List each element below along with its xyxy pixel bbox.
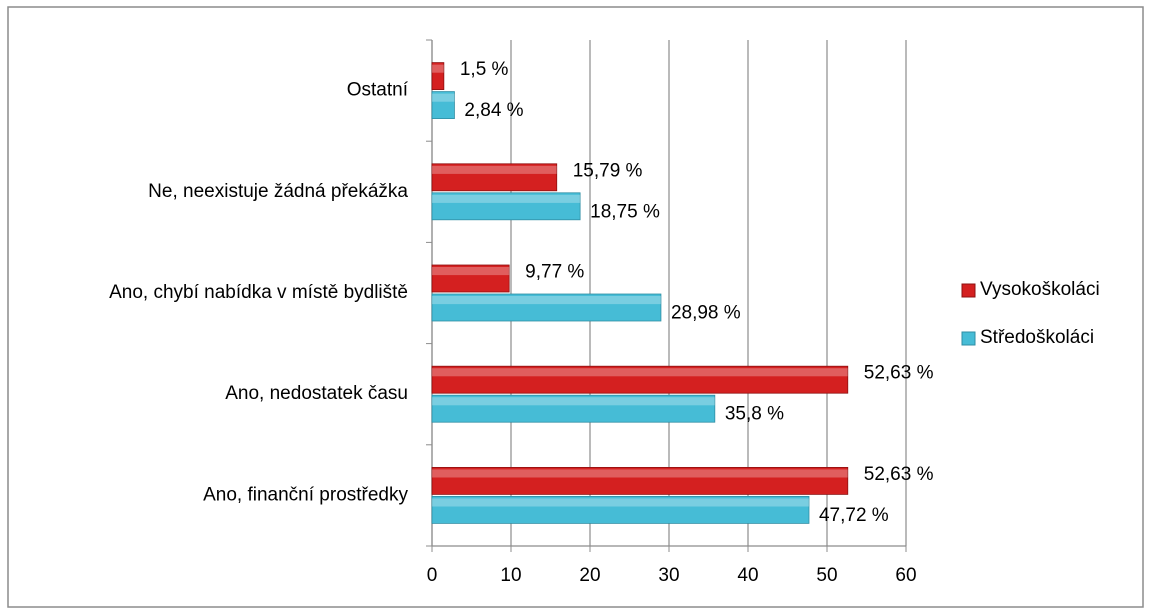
x-tick-label: 0 xyxy=(427,565,438,586)
bar-shine xyxy=(432,296,661,305)
x-tick-label: 50 xyxy=(816,565,837,586)
bar xyxy=(431,394,716,423)
bar xyxy=(431,264,510,293)
data-label: 35,8 % xyxy=(725,404,784,425)
bar xyxy=(431,466,849,495)
bar-shine xyxy=(432,469,848,478)
bar-shine xyxy=(432,498,809,507)
bar-shine xyxy=(432,93,455,102)
x-tick-label: 20 xyxy=(579,565,600,586)
y-tick-label: Ano, chybí nabídka v místě bydliště xyxy=(109,282,408,303)
bar xyxy=(431,365,849,394)
legend-label: Vysokoškoláci xyxy=(980,279,1100,300)
bar-shine xyxy=(432,64,444,73)
y-tick-label: Ne, neexistuje žádná překážka xyxy=(148,181,408,202)
bar xyxy=(431,495,810,524)
legend-swatch xyxy=(961,283,976,298)
data-label: 52,63 % xyxy=(864,363,934,384)
y-tick-label: Ano, nedostatek času xyxy=(225,383,408,404)
data-label: 2,84 % xyxy=(464,100,523,121)
bar-shine xyxy=(432,267,510,276)
bar-shine xyxy=(432,194,581,203)
y-tick-label: Ano, finanční prostředky xyxy=(203,484,408,505)
data-label: 52,63 % xyxy=(864,464,934,485)
legend-swatch xyxy=(961,331,976,346)
bar xyxy=(431,192,581,221)
x-tick-label: 10 xyxy=(500,565,521,586)
data-label: 1,5 % xyxy=(460,59,509,80)
bar xyxy=(431,293,662,322)
bar-shine xyxy=(432,397,715,406)
bar xyxy=(431,163,558,192)
data-label: 18,75 % xyxy=(590,201,660,222)
data-label: 9,77 % xyxy=(525,262,584,283)
data-label: 47,72 % xyxy=(819,505,889,526)
bar xyxy=(431,62,445,90)
x-tick-label: 30 xyxy=(658,565,679,586)
data-label: 15,79 % xyxy=(573,160,643,181)
bar xyxy=(431,91,455,119)
data-label: 28,98 % xyxy=(671,303,741,324)
x-tick-label: 60 xyxy=(895,565,916,586)
y-tick-label: Ostatní xyxy=(347,80,409,101)
x-tick-label: 40 xyxy=(737,565,758,586)
bar-shine xyxy=(432,368,848,377)
bar-shine xyxy=(432,165,557,174)
legend-label: Středoškoláci xyxy=(980,327,1094,348)
